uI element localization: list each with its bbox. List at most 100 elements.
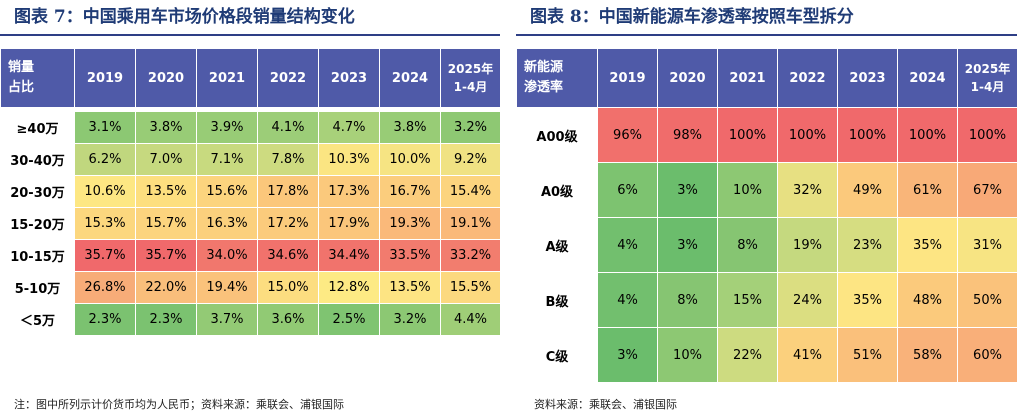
left-heat-cell: 10.0% (379, 143, 441, 176)
right-heat-cell: 100% (837, 107, 898, 163)
right-ytd-header-line-2: 1-4月 (970, 80, 1005, 94)
left-heat-cell: 16.7% (379, 175, 441, 208)
left-ytd-header: 2025年 1-4月 (440, 48, 501, 108)
left-row-label: ＜5万 (0, 303, 75, 336)
left-heat-cell: 3.2% (379, 303, 441, 336)
right-ytd-header-line-1: 2025年 (964, 62, 1011, 76)
right-year-header: 2022 (777, 48, 838, 108)
right-heat-cell: 15% (717, 272, 778, 328)
right-title-number: 8 (569, 7, 582, 27)
right-title-prefix: 图表 (530, 7, 564, 27)
right-heat-cell: 100% (777, 107, 838, 163)
right-row-label: C级 (516, 327, 598, 383)
left-row-label: 20-30万 (0, 175, 75, 208)
right-ytd-header: 2025年 1-4月 (957, 48, 1017, 108)
right-row-label: A级 (516, 217, 598, 273)
left-figure: 图表 7：中国乘用车市场价格段销量结构变化 销量 占比 2019 2020 2021… (0, 0, 501, 336)
left-heat-cell: 26.8% (74, 271, 136, 304)
right-heat-cell: 10% (657, 327, 718, 383)
left-year-header: 2024 (379, 48, 441, 108)
right-heat-cell: 98% (657, 107, 718, 163)
left-heat-cell: 4.4% (440, 303, 501, 336)
table-row: 10-15万 35.7% 35.7% 34.0% 34.6% 34.4% 33.5% 33.2… (0, 239, 501, 272)
left-year-header: 2023 (318, 48, 380, 108)
table-row: A00级 96% 98% 100% 100% 100% 100% 100% (516, 107, 1017, 163)
right-heat-cell: 61% (897, 162, 958, 218)
left-heat-cell: 7.8% (257, 143, 319, 176)
right-heat-cell: 22% (717, 327, 778, 383)
right-heat-cell: 100% (897, 107, 958, 163)
right-heat-cell: 24% (777, 272, 838, 328)
left-year-header: 2022 (257, 48, 319, 108)
right-corner-line-2: 渗透率 (524, 80, 564, 95)
left-heat-cell: 17.9% (318, 207, 380, 240)
table-row: ≥40万 3.1% 3.8% 3.9% 4.1% 4.7% 3.8% 3.2% (0, 111, 501, 144)
right-footnote: 资料来源：乘联会、浦银国际 (534, 398, 677, 411)
left-row-label: 30-40万 (0, 143, 75, 176)
left-heat-cell: 33.2% (440, 239, 501, 272)
left-heat-cell: 34.6% (257, 239, 319, 272)
table-row: A级 4% 3% 8% 19% 23% 35% 31% (516, 217, 1017, 273)
right-heat-cell: 49% (837, 162, 898, 218)
left-row-label: ≥40万 (0, 111, 75, 144)
left-heat-cell: 4.1% (257, 111, 319, 144)
left-year-header: 2019 (74, 48, 136, 108)
left-heat-cell: 7.0% (135, 143, 197, 176)
left-heat-cell: 2.3% (135, 303, 197, 336)
right-heat-cell: 96% (597, 107, 658, 163)
left-title-text: 中国乘用车市场价格段销量结构变化 (82, 7, 355, 27)
left-heat-cell: 15.0% (257, 271, 319, 304)
right-heat-cell: 32% (777, 162, 838, 218)
left-heat-cell: 13.5% (135, 175, 197, 208)
left-heat-cell: 3.8% (135, 111, 197, 144)
right-corner-header: 新能源 渗透率 (516, 48, 598, 108)
table-row: B级 4% 8% 15% 24% 35% 48% 50% (516, 272, 1017, 328)
right-heat-cell: 23% (837, 217, 898, 273)
left-heat-cell: 6.2% (74, 143, 136, 176)
left-heat-cell: 15.7% (135, 207, 197, 240)
left-corner-line-1: 销量 (8, 60, 35, 75)
right-heat-cell: 60% (957, 327, 1017, 383)
right-title-text: 中国新能源车渗透率按照车型拆分 (598, 7, 854, 27)
left-heat-cell: 15.4% (440, 175, 501, 208)
left-row-label: 10-15万 (0, 239, 75, 272)
right-heat-cell: 8% (657, 272, 718, 328)
left-heat-cell: 17.2% (257, 207, 319, 240)
left-heat-cell: 9.2% (440, 143, 501, 176)
right-heat-cell: 3% (657, 217, 718, 273)
price-segment-table: 销量 占比 2019 2020 2021 2022 2023 2024 2025年 1-4月 … (0, 48, 501, 336)
right-corner-line-1: 新能源 (524, 60, 564, 75)
right-heat-cell: 4% (597, 272, 658, 328)
left-heat-cell: 35.7% (74, 239, 136, 272)
left-heat-cell: 17.8% (257, 175, 319, 208)
left-title-separator: ： (65, 7, 83, 27)
right-heat-cell: 51% (837, 327, 898, 383)
right-row-label: A00级 (516, 107, 598, 163)
left-heat-cell: 3.7% (196, 303, 258, 336)
right-heat-cell: 3% (657, 162, 718, 218)
right-year-header: 2024 (897, 48, 958, 108)
left-heat-cell: 12.8% (318, 271, 380, 304)
right-figure-title: 图表 8：中国新能源车渗透率按照车型拆分 (516, 0, 1017, 34)
right-year-header: 2020 (657, 48, 718, 108)
left-title-rule (0, 34, 500, 36)
right-heat-cell: 58% (897, 327, 958, 383)
left-row-label: 15-20万 (0, 207, 75, 240)
left-heat-cell: 3.2% (440, 111, 501, 144)
left-figure-title: 图表 7：中国乘用车市场价格段销量结构变化 (0, 0, 500, 34)
left-heat-cell: 3.1% (74, 111, 136, 144)
left-heat-cell: 7.1% (196, 143, 258, 176)
left-heat-cell: 3.9% (196, 111, 258, 144)
right-row-label: B级 (516, 272, 598, 328)
left-heat-cell: 22.0% (135, 271, 197, 304)
right-heat-cell: 41% (777, 327, 838, 383)
left-heat-cell: 15.3% (74, 207, 136, 240)
left-heat-cell: 19.1% (440, 207, 501, 240)
left-title-number: 7 (53, 7, 66, 27)
left-heat-cell: 15.6% (196, 175, 258, 208)
left-heat-cell: 19.3% (379, 207, 441, 240)
right-row-label: A0级 (516, 162, 598, 218)
right-heat-cell: 31% (957, 217, 1017, 273)
left-heat-cell: 15.5% (440, 271, 501, 304)
left-heat-cell: 34.0% (196, 239, 258, 272)
